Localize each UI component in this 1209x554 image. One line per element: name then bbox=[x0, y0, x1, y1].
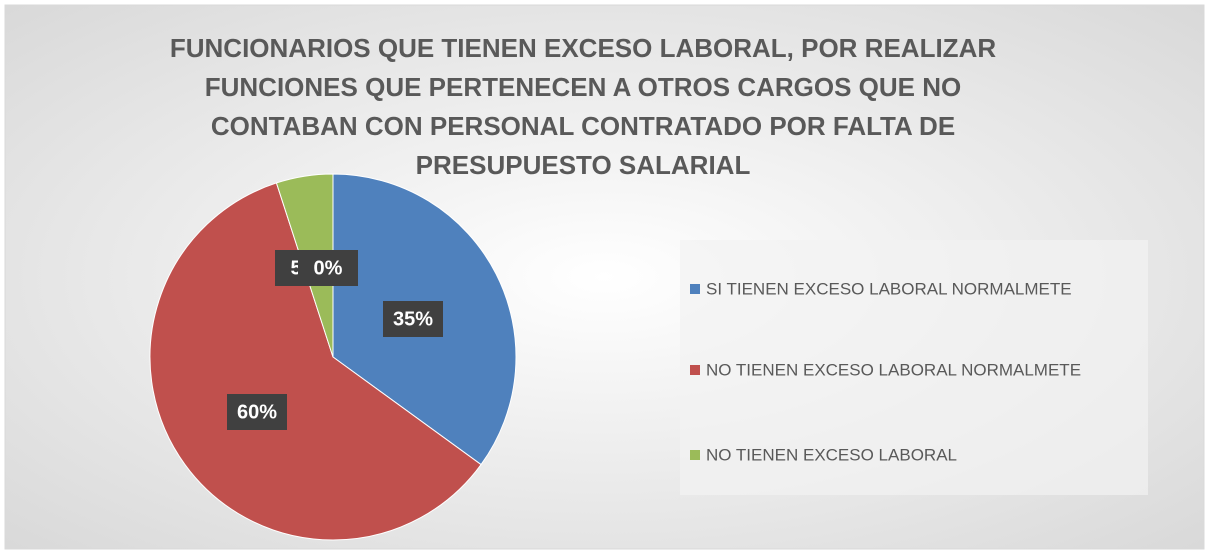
data-label: 0% bbox=[314, 257, 343, 279]
pie bbox=[149, 173, 517, 541]
data-label-box bbox=[383, 301, 443, 337]
data-label-box bbox=[298, 250, 358, 286]
legend-swatch bbox=[690, 365, 700, 375]
pie-slice bbox=[149, 182, 482, 541]
legend-label: NO TIENEN EXCESO LABORAL NORMALMETE bbox=[706, 360, 1081, 379]
legend-swatch bbox=[690, 450, 700, 460]
data-label-box bbox=[227, 394, 287, 430]
legend-swatch bbox=[690, 284, 700, 294]
data-label: 35% bbox=[393, 308, 433, 330]
legend-box bbox=[680, 240, 1148, 495]
data-label: 60% bbox=[237, 401, 277, 423]
legend-label: SI TIENEN EXCESO LABORAL NORMALMETE bbox=[706, 279, 1072, 298]
legend: SI TIENEN EXCESO LABORAL NORMALMETE NO TI… bbox=[690, 279, 1081, 464]
legend-label: NO TIENEN EXCESO LABORAL bbox=[706, 445, 957, 464]
data-labels: 35%60%5%0% bbox=[227, 250, 443, 430]
chart-title: FUNCIONARIOS QUE TIENEN EXCESO LABORAL, … bbox=[170, 33, 996, 180]
